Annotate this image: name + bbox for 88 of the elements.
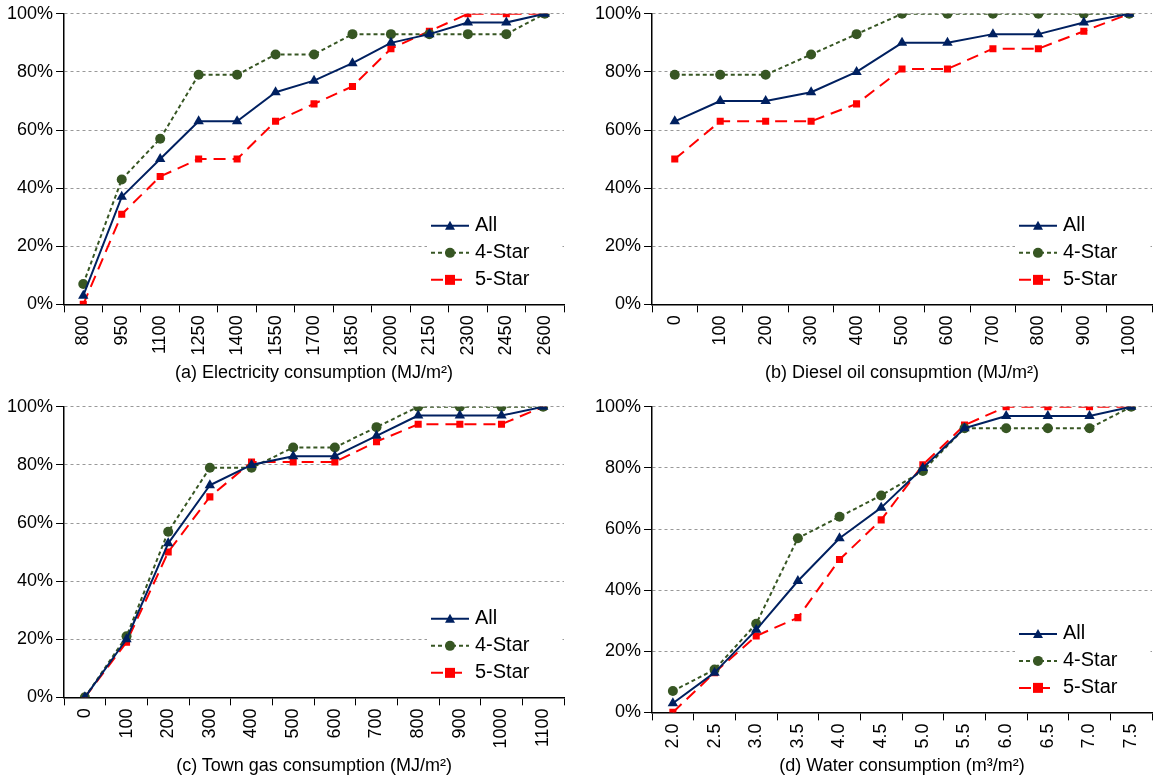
- y-tick-label: 20%: [605, 235, 642, 256]
- y-tick-label: 20%: [17, 628, 54, 649]
- y-tick-label: 0%: [27, 686, 54, 707]
- legend-label: All: [475, 606, 498, 629]
- y-tick-label: 0%: [27, 293, 54, 314]
- x-tick-label: 2450: [495, 315, 516, 356]
- y-tick-label: 80%: [17, 60, 54, 81]
- x-tick-label: 4.0: [828, 723, 849, 749]
- x-tick-label: 7.5: [1120, 723, 1141, 749]
- x-axis-title: (d) Water consumption (m³/m²): [779, 755, 1025, 776]
- x-tick-label: 800: [72, 315, 93, 346]
- x-tick-label: 6.0: [995, 723, 1016, 749]
- x-tick-label: 3.0: [745, 723, 766, 749]
- x-tick-label: 2300: [456, 315, 477, 356]
- x-tick-label: 1000: [1118, 315, 1139, 356]
- y-tick-label: 20%: [17, 235, 54, 256]
- y-tick-label: 20%: [605, 640, 642, 661]
- x-tick-label: 1700: [302, 315, 323, 356]
- x-tick-label: 100: [115, 708, 136, 739]
- legend-label: All: [1063, 213, 1086, 236]
- legend-label: 5-Star: [1063, 675, 1118, 698]
- y-tick-label: 100%: [594, 395, 642, 416]
- x-axis-title: (c) Town gas consumption (MJ/m²): [176, 755, 452, 776]
- y-tick-label: 60%: [605, 518, 642, 538]
- x-tick-label: 600: [323, 708, 344, 739]
- y-tick-label: 100%: [6, 2, 54, 23]
- legend-label: 5-Star: [475, 267, 530, 290]
- y-tick-label: 80%: [605, 60, 642, 81]
- x-tick-label: 950: [110, 315, 131, 346]
- y-tick-label: 60%: [17, 118, 54, 139]
- x-tick-label: 0: [663, 315, 684, 326]
- y-tick-label: 100%: [6, 395, 54, 416]
- x-tick-label: 3.5: [786, 723, 807, 749]
- x-tick-label: 6.5: [1036, 723, 1057, 749]
- y-tick-label: 100%: [594, 2, 642, 23]
- x-tick-label: 2150: [418, 315, 439, 356]
- x-tick-label: 500: [282, 708, 303, 739]
- y-tick-label: 0%: [615, 293, 642, 314]
- legend-label: All: [475, 213, 498, 236]
- legend-label: 5-Star: [1063, 267, 1118, 290]
- x-tick-label: 1400: [226, 315, 247, 356]
- x-tick-label: 700: [365, 708, 386, 739]
- x-tick-label: 700: [981, 315, 1002, 346]
- x-tick-label: 1550: [264, 315, 285, 356]
- legend-label: 4-Star: [475, 633, 530, 656]
- x-tick-label: 1000: [490, 708, 511, 749]
- x-axis-title: (a) Electricity consumption (MJ/m²): [175, 362, 454, 383]
- x-axis-title: (b) Diesel oil consupmtion (MJ/m²): [764, 362, 1040, 383]
- y-tick-label: 40%: [605, 177, 642, 198]
- legend-label: 5-Star: [475, 660, 530, 683]
- legend-label: 4-Star: [1063, 648, 1118, 671]
- x-tick-label: 100: [709, 315, 730, 346]
- x-tick-label: 1250: [187, 315, 208, 356]
- y-tick-label: 0%: [615, 701, 642, 722]
- y-tick-label: 40%: [17, 177, 54, 198]
- x-tick-label: 400: [845, 315, 866, 346]
- x-tick-label: 5.0: [911, 723, 932, 749]
- legend-label: All: [1063, 621, 1086, 644]
- x-tick-label: 300: [800, 315, 821, 346]
- x-tick-label: 900: [1072, 315, 1093, 346]
- x-tick-label: 0: [73, 708, 94, 719]
- y-tick-label: 60%: [17, 511, 54, 532]
- x-tick-label: 800: [407, 708, 428, 739]
- x-tick-label: 300: [198, 708, 219, 739]
- y-tick-label: 80%: [605, 456, 642, 477]
- x-tick-label: 800: [1027, 315, 1048, 346]
- x-tick-label: 4.5: [870, 723, 891, 749]
- x-tick-label: 5.5: [953, 723, 974, 749]
- x-tick-label: 400: [240, 708, 261, 739]
- legend-label: 4-Star: [475, 240, 530, 263]
- x-tick-label: 200: [157, 708, 178, 739]
- x-tick-label: 2.5: [703, 723, 724, 749]
- y-tick-label: 80%: [17, 453, 54, 474]
- x-tick-label: 1850: [341, 315, 362, 356]
- x-tick-label: 600: [936, 315, 957, 346]
- x-tick-label: 1100: [532, 708, 553, 748]
- x-tick-label: 7.0: [1078, 723, 1099, 749]
- legend-label: 4-Star: [1063, 240, 1118, 263]
- x-tick-label: 200: [754, 315, 775, 346]
- y-tick-label: 40%: [605, 579, 642, 600]
- y-tick-label: 60%: [605, 118, 642, 139]
- x-tick-label: 900: [448, 708, 469, 739]
- x-tick-label: 2000: [379, 315, 400, 356]
- y-tick-label: 40%: [17, 570, 54, 591]
- x-tick-label: 1100: [149, 315, 170, 355]
- x-tick-label: 2600: [533, 315, 554, 356]
- x-tick-label: 2.0: [661, 723, 682, 749]
- x-tick-label: 500: [890, 315, 911, 346]
